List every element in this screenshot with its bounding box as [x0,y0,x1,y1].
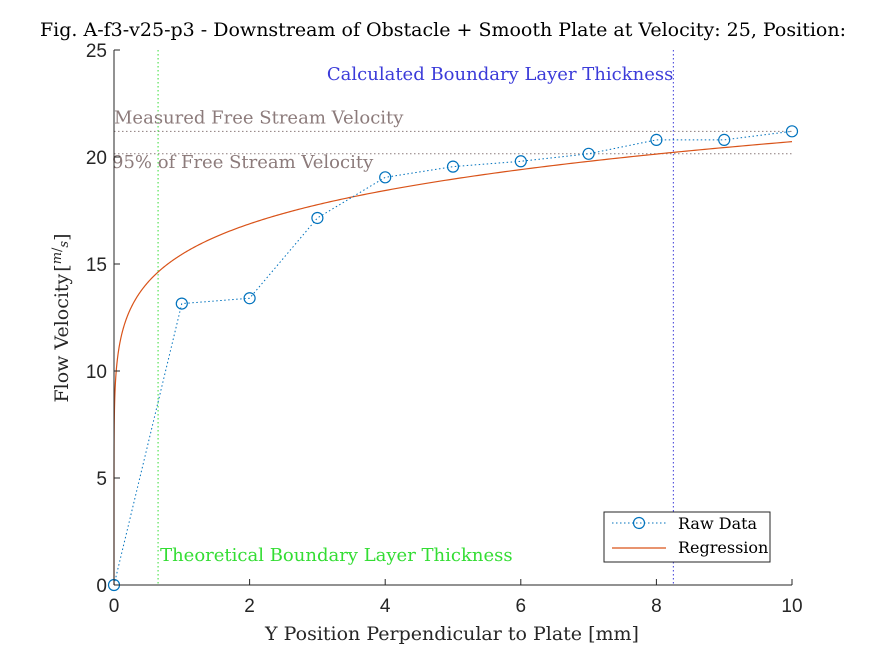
y-tick-label: 15 [86,255,107,276]
raw-data-point [311,211,324,225]
raw-data-point [785,125,799,138]
x-axis-label: Y Position Perpendicular to Plate [mm] [264,623,639,645]
raw-data-point [718,133,731,146]
raw-data-point [446,160,460,173]
y-axis-label-unit-den: s [57,241,72,248]
y-axis-label-bracket-close: ] [51,233,73,240]
x-tick-label: 2 [244,596,255,617]
y-axis-label: Flow Velocity [m/s] [50,233,73,402]
series-regression-line [113,141,793,585]
raw-data-point [175,297,188,310]
raw-data-point [582,147,595,160]
raw-data-point [514,155,527,168]
ref-label-measured-free-stream: Measured Free Stream Velocity [114,107,404,128]
raw-data-point [243,292,256,305]
y-tick-label: 5 [96,469,107,490]
x-tick-label: 0 [109,596,120,617]
y-axis-label-bracket-open: [ [51,264,73,271]
x-tick-label: 10 [781,596,802,617]
y-axis-label-unit-slash: / [50,247,65,252]
ref-label-theoretical-bl: Theoretical Boundary Layer Thickness [160,545,513,566]
y-axis-label-unit-num: m [50,252,65,264]
legend-label-raw-data: Raw Data [678,514,758,533]
y-axis-label-main: Flow Velocity [51,273,73,402]
y-tick-label: 0 [96,576,107,597]
y-tick-label: 10 [86,362,107,383]
y-tick-label: 20 [86,148,107,169]
legend-label-regression: Regression [678,538,768,557]
x-tick-label: 4 [380,596,391,617]
y-tick-label: 25 [86,41,107,62]
raw-data-point [379,171,392,184]
x-tick-label: 8 [651,596,662,617]
raw-data-point [650,133,663,146]
plot-area: Measured Free Stream Velocity 95% of Free… [86,41,803,617]
chart-title: Fig. A-f3-v25-p3 - Downstream of Obstacl… [40,19,846,41]
ref-label-ninety-five-percent: 95% of Free Stream Velocity [112,152,374,173]
legend: Raw Data Regression [603,511,771,563]
legend-raw-data-marker-icon [632,516,646,530]
ref-label-calculated-bl: Calculated Boundary Layer Thickness [327,64,673,85]
x-tick-label: 6 [516,596,527,617]
legend-box [603,511,771,563]
